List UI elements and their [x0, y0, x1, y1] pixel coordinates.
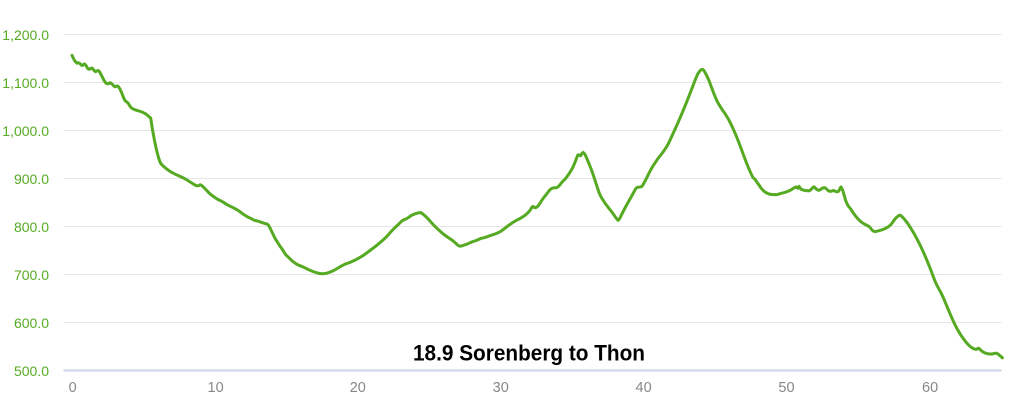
- svg-text:700.0: 700.0: [14, 267, 49, 283]
- svg-text:1,200.0: 1,200.0: [2, 27, 49, 43]
- svg-text:20: 20: [350, 380, 366, 396]
- svg-text:30: 30: [493, 380, 509, 396]
- svg-text:10: 10: [208, 380, 224, 396]
- svg-text:1,100.0: 1,100.0: [2, 75, 49, 91]
- svg-text:600.0: 600.0: [14, 315, 49, 331]
- svg-text:800.0: 800.0: [14, 219, 49, 235]
- svg-text:50: 50: [778, 380, 794, 396]
- svg-text:40: 40: [636, 380, 652, 396]
- svg-text:18.9 Sorenberg to Thon: 18.9 Sorenberg to Thon: [413, 341, 645, 366]
- svg-text:60: 60: [922, 380, 938, 396]
- svg-text:500.0: 500.0: [14, 363, 49, 379]
- svg-text:0: 0: [69, 380, 77, 396]
- svg-text:900.0: 900.0: [14, 171, 49, 187]
- svg-text:1,000.0: 1,000.0: [2, 123, 49, 139]
